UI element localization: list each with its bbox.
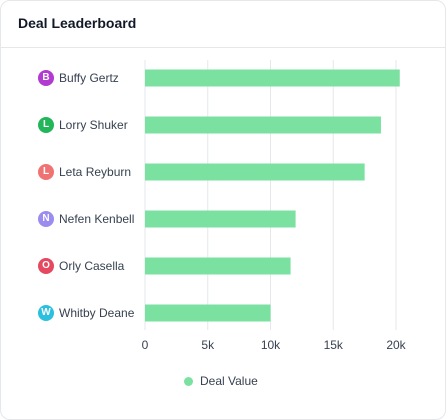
rep-row: W Whitby Deane [38, 304, 134, 322]
rep-name: Whitby Deane [59, 306, 135, 320]
x-tick-label: 5k [201, 338, 215, 352]
rep-row: N Nefen Kenbell [38, 210, 134, 228]
x-tick-label: 15k [324, 338, 344, 352]
bar-buffy-gertz[interactable] [145, 69, 400, 87]
rep-name: Lorry Shuker [59, 118, 128, 132]
legend-dot [184, 376, 193, 386]
legend-label: Deal Value [200, 374, 258, 388]
x-tick-label: 0 [142, 338, 149, 352]
rep-row: L Lorry Shuker [38, 116, 128, 134]
x-tick-label: 20k [386, 338, 406, 352]
rep-name: Buffy Gertz [59, 71, 119, 85]
avatar: L [38, 164, 54, 180]
bar-leta-reyburn[interactable] [145, 163, 365, 181]
avatar: W [38, 305, 54, 321]
rep-name: Orly Casella [59, 259, 125, 273]
avatar: B [38, 70, 54, 86]
card-header: Deal Leaderboard [1, 1, 445, 48]
rep-row: L Leta Reyburn [38, 163, 131, 181]
bar-nefen-kenbell[interactable] [145, 210, 296, 228]
card-title: Deal Leaderboard [18, 15, 137, 31]
bar-lorry-shuker[interactable] [145, 116, 381, 134]
bar-whitby-deane[interactable] [145, 304, 271, 322]
rep-row: O Orly Casella [38, 257, 124, 275]
x-tick-label: 10k [261, 338, 281, 352]
bar-chart: 0 5k 10k 15k 20k [142, 60, 407, 352]
rep-name: Leta Reyburn [59, 165, 132, 179]
bar-orly-casella[interactable] [145, 257, 291, 275]
avatar: N [38, 211, 54, 227]
rep-row: B Buffy Gertz [38, 69, 119, 87]
chart-legend[interactable]: Deal Value [184, 374, 258, 388]
avatar: L [38, 117, 54, 133]
rep-name: Nefen Kenbell [59, 212, 135, 226]
avatar: O [38, 258, 54, 274]
